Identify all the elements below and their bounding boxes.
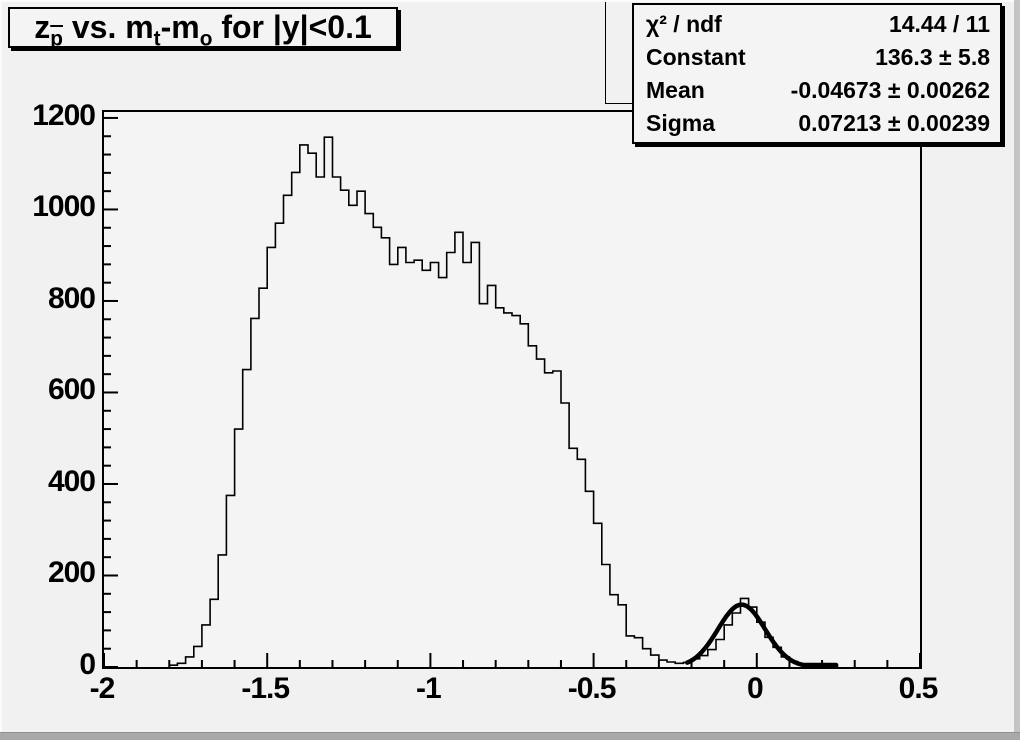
x-axis-tick-label: 0.5 [898, 672, 939, 705]
histogram-svg [104, 116, 920, 667]
page-title: zp vs. mt-mo for |y|<0.1 [34, 9, 372, 49]
y-axis-tick-label: 400 [47, 464, 96, 498]
canvas-border-bottom [0, 732, 1020, 740]
canvas-border-top [0, 0, 1020, 2]
stat-value: 0.07213 ± 0.00239 [798, 110, 990, 137]
stat-value: 136.3 ± 5.8 [875, 43, 990, 70]
x-axis-tick-label: 0 [746, 672, 764, 705]
title-fragment: z [34, 9, 51, 45]
x-axis-tick-label: -2 [89, 672, 116, 705]
title-fragment: p [50, 27, 63, 51]
stats-row: Sigma 0.07213 ± 0.00239 [634, 108, 1000, 138]
plot-frame [102, 110, 922, 669]
ghost-pave-outline-horizontal [605, 103, 634, 104]
canvas-border-right [1014, 0, 1020, 740]
stat-label: χ² / ndf [646, 10, 722, 37]
stat-label: Mean [646, 77, 705, 104]
stat-label: Sigma [646, 110, 716, 137]
title-fragment: -m [160, 9, 200, 45]
y-axis-tick-label: 600 [47, 373, 96, 407]
ghost-pave-outline-vertical [605, 2, 606, 103]
y-axis-tick-label: 0 [79, 648, 96, 681]
title-fragment: t [153, 27, 161, 51]
stats-row: Mean -0.04673 ± 0.00262 [634, 75, 1000, 105]
y-axis-tick-label: 1200 [32, 98, 96, 132]
title-fragment: for |y|<0.1 [212, 9, 372, 45]
stat-value: -0.04673 ± 0.00262 [790, 77, 990, 104]
fit-curve [685, 602, 839, 667]
y-axis-tick-label: 200 [47, 556, 96, 590]
axis-ticks [104, 116, 920, 667]
histogram-outline [168, 136, 839, 667]
x-axis-tick-label: -0.5 [567, 672, 617, 705]
x-axis-tick-label: -1 [416, 672, 442, 705]
stats-box: χ² / ndf 14.44 / 11 Constant 136.3 ± 5.8 Mea… [632, 3, 1002, 144]
title-fragment: vs. m [62, 9, 154, 45]
stats-row: χ² / ndf 14.44 / 11 [634, 9, 1000, 39]
stat-value: 14.44 / 11 [888, 10, 990, 37]
y-axis-tick-label: 800 [47, 281, 96, 315]
title-fragment: o [199, 27, 213, 51]
stats-row: Constant 136.3 ± 5.8 [634, 42, 1000, 72]
title-box: zp vs. mt-mo for |y|<0.1 [8, 7, 398, 49]
canvas-border-left [0, 0, 2, 740]
x-axis-tick-label: -1.5 [241, 672, 290, 705]
y-axis-tick-label: 1000 [32, 190, 96, 224]
stat-label: Constant [646, 43, 746, 70]
